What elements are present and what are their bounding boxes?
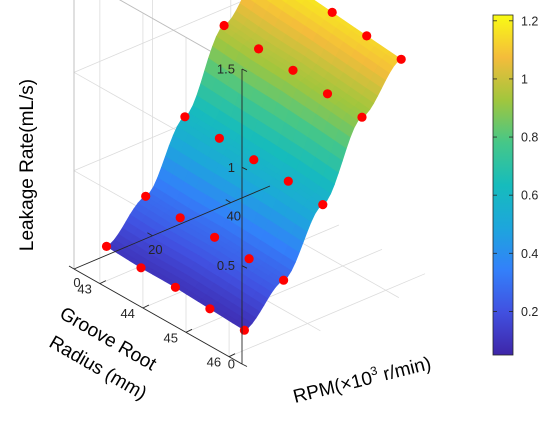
- x-axis-label-sup: 3: [369, 363, 379, 378]
- data-marker: [219, 20, 229, 31]
- z-tick-mark: [241, 265, 248, 269]
- z-axis-label: Leakage Rate(mL/s): [17, 79, 38, 251]
- leakage-surface: [105, 0, 402, 331]
- gridline-y: [228, 273, 426, 358]
- z-tick-label: 0.5: [217, 258, 235, 273]
- y-tick-label: 43: [77, 282, 91, 297]
- colorbar-gradient: [492, 14, 514, 356]
- data-markers: [101, 7, 406, 335]
- colorbar-tick-label: 0.2: [521, 305, 538, 319]
- data-marker: [101, 241, 112, 251]
- data-marker: [396, 54, 406, 64]
- data-marker: [327, 7, 337, 18]
- y-tick-mark: [99, 280, 107, 285]
- data-marker: [170, 282, 180, 292]
- y-tick-label: 46: [207, 355, 221, 370]
- colorbar: 0.2 0.4 0.6 0.8 1 1.2: [492, 14, 538, 356]
- x-axis-label-base: 10: [349, 368, 375, 393]
- y-tick-mark: [142, 304, 150, 309]
- colorbar-tick-label: 1.2: [521, 14, 538, 28]
- data-marker: [180, 112, 190, 122]
- data-marker: [249, 155, 259, 165]
- colorbar-ticks: 0.2 0.4 0.6 0.8 1 1.2: [493, 14, 538, 319]
- data-marker: [136, 263, 146, 273]
- colorbar-tick-label: 1: [521, 72, 528, 86]
- gridline-y: [185, 248, 383, 333]
- axis-lines: [68, 68, 271, 367]
- data-marker: [214, 133, 224, 143]
- z-tick-mark: [241, 363, 248, 367]
- gridline-z: [73, 0, 246, 73]
- z-tick-label: 1.5: [217, 62, 235, 77]
- data-marker: [141, 191, 151, 201]
- x-axis-label-post: r/min): [376, 353, 433, 386]
- x-tick-label: 0: [73, 275, 80, 290]
- z-tick-mark: [241, 166, 248, 171]
- x-tick-mark: [147, 232, 153, 237]
- data-marker: [283, 176, 293, 186]
- y-tick-label: 44: [120, 306, 134, 321]
- colorbar-tick-label: 0.4: [521, 247, 538, 261]
- z-tick-label: 0: [228, 357, 235, 372]
- data-marker: [205, 304, 215, 314]
- y-axis-line: [73, 268, 243, 365]
- x-axis-line: [73, 185, 271, 270]
- x-axis-label-pre: RPM(: [291, 376, 344, 408]
- x-tick-label: 40: [227, 209, 241, 224]
- data-marker: [279, 275, 289, 285]
- y-tick-mark: [185, 328, 193, 333]
- data-marker: [239, 325, 249, 335]
- data-marker: [254, 44, 264, 54]
- tick-labels: 0 0.5 1 1.5 43 44 45 46 0 20 40: [73, 62, 241, 372]
- data-marker: [357, 112, 367, 122]
- x-tick-mark: [225, 199, 232, 203]
- data-marker: [318, 200, 328, 210]
- y-tick-mark: [228, 353, 236, 358]
- data-marker: [244, 254, 254, 264]
- data-marker: [175, 213, 185, 223]
- data-marker: [210, 232, 220, 242]
- colorbar-tick-label: 0.8: [521, 131, 538, 145]
- x-axis-label-times: ×: [338, 373, 354, 396]
- z-tick-mark: [241, 68, 248, 72]
- z-tick-label: 1: [228, 160, 235, 175]
- x-tick-mark: [68, 265, 75, 270]
- data-marker: [322, 89, 333, 99]
- x-axis-label: RPM(×103 r/min): [290, 350, 433, 407]
- data-marker: [362, 31, 372, 41]
- colorbar-tick-label: 0.6: [521, 189, 538, 203]
- data-marker: [288, 65, 298, 75]
- x-tick-label: 20: [148, 242, 162, 257]
- y-tick-label: 45: [164, 330, 178, 345]
